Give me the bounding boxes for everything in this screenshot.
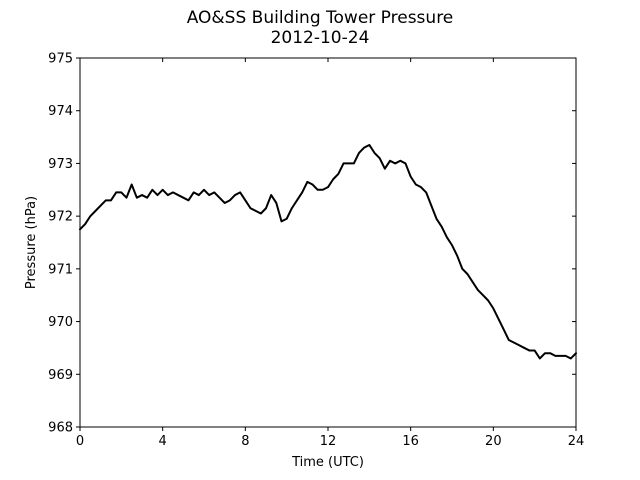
y-tick-label: 969 xyxy=(48,368,73,383)
x-tick-label: 20 xyxy=(485,434,502,449)
y-tick-label: 974 xyxy=(48,104,73,119)
chart-title: AO&SS Building Tower Pressure xyxy=(186,8,454,28)
series-line xyxy=(79,143,577,360)
y-tick-label: 975 xyxy=(48,52,73,67)
y-tick-label: 973 xyxy=(48,157,73,172)
y-tick-label: 971 xyxy=(48,262,73,277)
y-tick-label: 972 xyxy=(48,210,73,225)
x-tick-label: 8 xyxy=(241,434,249,449)
y-tick-label: 970 xyxy=(48,315,73,330)
x-tick-label: 24 xyxy=(568,434,585,449)
x-axis: 0 4 8 12 16 20 24 xyxy=(76,58,584,449)
chart-subtitle: 2012-10-24 xyxy=(270,28,370,48)
x-tick-label: 4 xyxy=(159,434,167,449)
x-tick-label: 0 xyxy=(76,434,84,449)
x-tick-label: 12 xyxy=(320,434,337,449)
y-tick-label: 968 xyxy=(48,421,73,436)
x-tick-label: 16 xyxy=(402,434,419,449)
series-layer xyxy=(79,143,577,360)
y-axis-label: Pressure (hPa) xyxy=(24,196,39,289)
plot-frame xyxy=(79,57,577,428)
x-axis-label: Time (UTC) xyxy=(291,455,364,470)
y-axis: 968 969 970 971 972 973 974 975 xyxy=(48,52,576,436)
